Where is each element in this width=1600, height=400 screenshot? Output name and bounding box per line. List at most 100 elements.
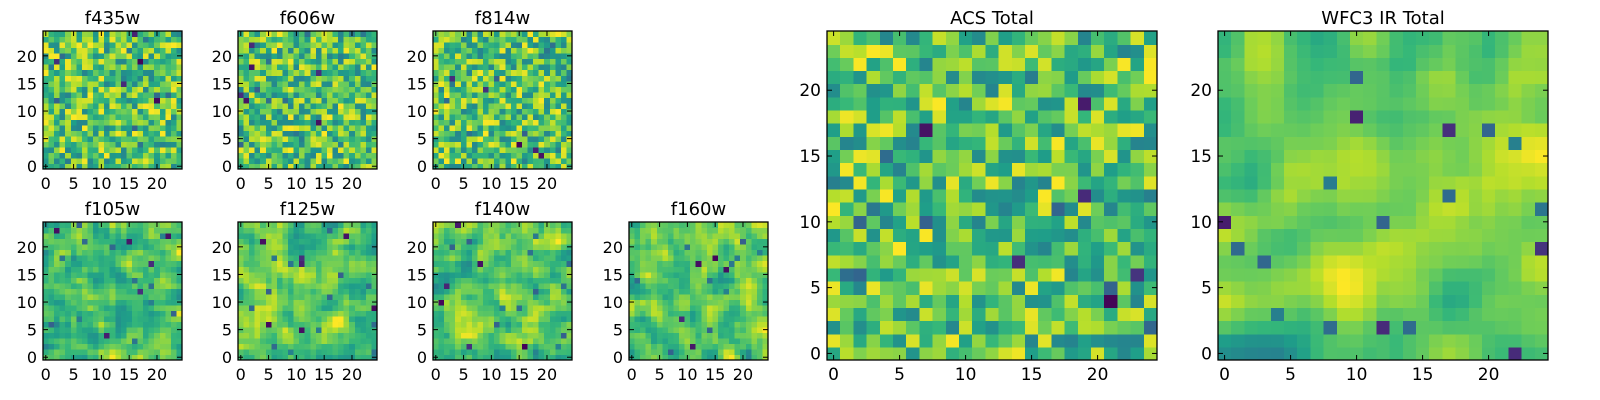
heatmap-cell <box>310 157 317 165</box>
heatmap-cell <box>488 152 495 159</box>
heatmap-cell <box>360 97 367 104</box>
heatmap-cell <box>131 108 139 115</box>
heatmap-cell <box>762 315 769 322</box>
heatmap-cell <box>104 58 111 65</box>
heatmap-cell <box>137 42 144 49</box>
heatmap-cell <box>65 238 72 245</box>
heatmap-cell <box>70 113 77 120</box>
heatmap-cell <box>879 281 894 295</box>
heatmap-cell <box>48 310 55 317</box>
heatmap-cell <box>154 47 161 54</box>
heatmap-cell <box>310 97 317 104</box>
heatmap-cell <box>438 119 445 126</box>
heatmap-cell <box>499 266 506 273</box>
heatmap-cell <box>695 293 702 300</box>
heatmap-cell <box>679 260 686 267</box>
heatmap-cell <box>945 307 960 322</box>
heatmap-cell <box>349 124 356 131</box>
heatmap-cell <box>433 75 440 82</box>
heatmap-cell <box>673 315 680 322</box>
heatmap-cell <box>455 238 462 245</box>
heatmap-cell <box>371 130 378 137</box>
x-tick-label: 10 <box>91 174 111 193</box>
heatmap-cell <box>505 277 512 284</box>
heatmap-cell <box>745 348 752 356</box>
heatmap-cell <box>645 271 652 278</box>
heatmap-cell <box>906 162 920 177</box>
heatmap-cell <box>137 233 144 240</box>
heatmap-cell <box>460 238 467 245</box>
heatmap-cell <box>1064 188 1079 203</box>
heatmap-cell <box>516 47 523 54</box>
heatmap-cell <box>176 260 183 267</box>
heatmap-cell <box>717 266 725 273</box>
heatmap-cell <box>360 163 367 170</box>
heatmap-cell <box>131 249 139 256</box>
heatmap-cell <box>343 124 350 131</box>
heatmap-cell <box>488 91 495 98</box>
heatmap-cell <box>533 163 540 170</box>
heatmap-cell <box>527 227 534 234</box>
heatmap-cell <box>1117 215 1132 229</box>
heatmap-cell <box>516 271 523 278</box>
heatmap-cell <box>276 53 284 60</box>
heatmap-cell <box>104 244 111 251</box>
heatmap-cell <box>315 113 322 120</box>
heatmap-cell <box>260 108 267 115</box>
heatmap-cell <box>527 222 534 229</box>
heatmap-cell <box>249 332 256 339</box>
heatmap-cell <box>438 343 445 350</box>
heatmap-cell <box>48 282 55 289</box>
heatmap-cell <box>59 146 66 154</box>
heatmap-cell <box>438 332 445 339</box>
heatmap-cell <box>555 80 562 87</box>
heatmap-cell <box>706 332 713 339</box>
heatmap-cell <box>544 310 551 317</box>
heatmap-cell <box>109 321 116 328</box>
heatmap-cell <box>972 346 986 361</box>
heatmap-cell <box>1011 228 1026 243</box>
heatmap-cell <box>494 102 501 109</box>
heatmap-cell <box>544 244 551 251</box>
heatmap-cell <box>93 152 100 159</box>
heatmap-cell <box>349 108 356 115</box>
heatmap-cell <box>466 135 473 142</box>
heatmap-cell <box>54 124 61 131</box>
heatmap-cell <box>460 271 467 278</box>
heatmap-cell <box>723 222 730 229</box>
heatmap-cell <box>87 31 94 38</box>
heatmap-cell <box>679 332 686 339</box>
heatmap-cell <box>249 108 256 115</box>
heatmap-cell <box>527 102 534 109</box>
heatmap-cell <box>54 69 61 76</box>
heatmap-cell <box>1077 320 1092 335</box>
heatmap-cell <box>65 157 72 165</box>
heatmap-cell <box>723 354 730 361</box>
heatmap-cell <box>466 343 473 350</box>
heatmap-cell <box>466 124 473 131</box>
heatmap-cell <box>629 288 636 295</box>
heatmap-cell <box>449 238 456 245</box>
heatmap-cell <box>131 163 139 170</box>
heatmap-cell <box>59 80 66 87</box>
heatmap-cell <box>98 47 105 54</box>
heatmap-cell <box>265 326 272 333</box>
heatmap-cell <box>499 113 506 120</box>
heatmap-cell <box>299 119 306 126</box>
heatmap-cell <box>521 135 529 142</box>
heatmap-cell <box>243 277 250 284</box>
heatmap-cell <box>249 42 256 49</box>
heatmap-cell <box>745 255 752 262</box>
heatmap-cell <box>243 260 250 267</box>
heatmap-cell <box>143 337 150 345</box>
heatmap-cell <box>449 119 456 126</box>
heatmap-cell <box>315 304 322 311</box>
heatmap-cell <box>365 348 373 356</box>
heatmap-cell <box>98 348 105 356</box>
heatmap-cell <box>165 282 172 289</box>
heatmap-cell <box>673 255 680 262</box>
heatmap-cell <box>695 348 702 356</box>
heatmap-cell <box>54 141 61 148</box>
heatmap-cell <box>510 75 517 82</box>
heatmap-cell <box>343 36 350 43</box>
